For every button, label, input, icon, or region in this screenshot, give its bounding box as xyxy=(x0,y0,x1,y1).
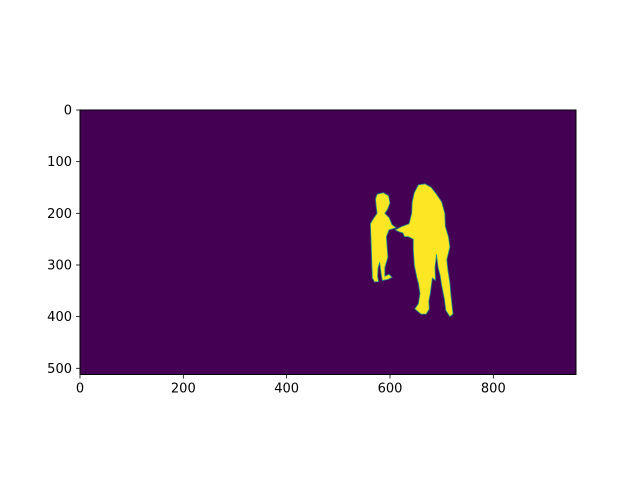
y-tick-label: 0 xyxy=(64,104,72,119)
x-tick-label: 200 xyxy=(171,382,196,397)
x-tick-label: 400 xyxy=(274,382,299,397)
heatmap-background xyxy=(80,110,576,375)
y-tick-label: 500 xyxy=(47,362,72,377)
x-tick-label: 600 xyxy=(378,382,403,397)
y-axis: 0 100 200 300 400 500 xyxy=(47,104,80,377)
y-tick-label: 100 xyxy=(47,155,72,170)
x-tick-label: 800 xyxy=(481,382,506,397)
plot-area xyxy=(80,110,576,375)
y-tick-label: 400 xyxy=(47,310,72,325)
x-tick-label: 0 xyxy=(76,382,84,397)
x-axis: 0 200 400 600 800 xyxy=(76,375,506,397)
y-tick-label: 300 xyxy=(47,258,72,273)
y-tick-label: 200 xyxy=(47,207,72,222)
